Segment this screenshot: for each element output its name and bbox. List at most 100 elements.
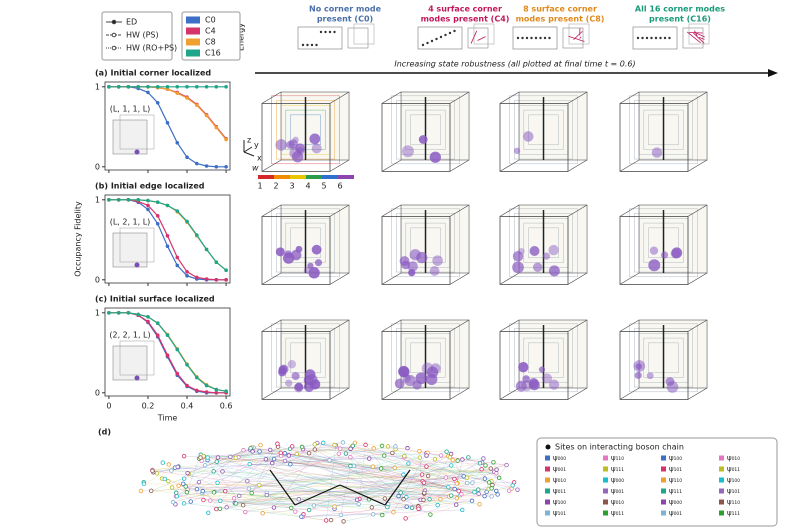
panel-d-legend-entry: ψ₀₀₀ — [669, 498, 682, 506]
cube-face — [381, 331, 451, 400]
network-node — [271, 505, 277, 510]
network-edge — [265, 459, 497, 492]
network-node — [363, 442, 368, 448]
network-node — [370, 464, 376, 469]
network-edge — [220, 446, 279, 501]
energy-dot — [668, 36, 671, 40]
density-sphere — [542, 252, 551, 260]
cube-face — [381, 216, 451, 285]
axis-icon-label: x — [257, 154, 262, 163]
network-node — [506, 488, 512, 493]
axis-icon — [243, 146, 253, 153]
mini-mode — [477, 36, 486, 41]
network-node — [486, 480, 492, 485]
network-edge — [183, 483, 455, 490]
network-edge — [317, 442, 370, 459]
data-point — [175, 263, 180, 268]
cube-face — [499, 103, 569, 172]
cube-edge — [381, 204, 402, 217]
mini-cube — [568, 23, 590, 45]
network-node — [449, 463, 454, 468]
network-edge — [454, 477, 500, 480]
energy-dot — [310, 43, 314, 47]
network-node — [422, 490, 427, 496]
network-node — [452, 476, 457, 482]
legend-marker — [603, 455, 608, 461]
network-node — [390, 450, 395, 456]
cube-edge — [329, 91, 350, 104]
network-node — [336, 451, 342, 456]
network-node — [515, 487, 520, 492]
network-node — [258, 442, 263, 448]
cube-face — [381, 103, 451, 172]
network-node — [247, 461, 252, 467]
panel-d-legend-entry: ψ₀₀₀ — [553, 454, 566, 462]
network-node — [438, 496, 443, 502]
energy-dot — [324, 30, 327, 34]
mini-mode — [694, 30, 698, 37]
network-node — [275, 441, 280, 446]
network-node — [391, 510, 396, 515]
network-node — [417, 448, 422, 454]
network-node — [343, 451, 349, 456]
network-node — [452, 486, 457, 492]
network-edge — [249, 463, 395, 468]
colorbar-segment — [274, 175, 290, 179]
energy-dot — [439, 35, 443, 39]
network-node — [477, 461, 483, 466]
network-node — [504, 462, 509, 468]
network-edge — [428, 465, 452, 477]
inset-site — [134, 262, 140, 268]
network-node — [188, 499, 193, 504]
density-sphere — [275, 139, 287, 151]
data-point — [155, 222, 160, 226]
data-point — [224, 389, 228, 394]
axis-icon-label: y — [254, 141, 259, 150]
density-sphere — [541, 373, 553, 384]
network-edge — [183, 503, 302, 517]
legend-marker — [719, 477, 724, 483]
network-node — [260, 511, 265, 516]
data-point — [155, 200, 160, 204]
data-point — [107, 85, 111, 89]
network-node — [205, 455, 210, 460]
panel-d-legend-entry: ψ₁₀₁ — [553, 509, 566, 517]
network-node — [202, 463, 208, 468]
data-point — [214, 165, 219, 169]
data-point — [224, 85, 228, 89]
data-point — [185, 155, 189, 159]
network-edge — [274, 458, 498, 495]
data-point — [165, 333, 170, 338]
plot-frame — [104, 307, 231, 397]
network-edge — [222, 471, 479, 490]
network-edge — [152, 467, 175, 471]
cube-edge — [687, 272, 708, 285]
x-tick-label: 0 — [106, 402, 111, 411]
network-node — [196, 479, 202, 485]
cube-layer — [271, 208, 340, 278]
network-edge — [248, 458, 484, 489]
y-tick-label: 0 — [95, 162, 100, 171]
density-sphere — [512, 251, 524, 262]
network-node — [233, 501, 239, 506]
network-node — [447, 455, 453, 460]
network-node — [237, 493, 242, 499]
network-node — [263, 457, 269, 462]
network-node — [338, 512, 344, 518]
network-node — [228, 454, 233, 459]
mini-mode — [694, 31, 705, 38]
cube-edge — [261, 91, 282, 104]
data-point — [175, 255, 180, 260]
network-node — [369, 505, 375, 510]
network-node — [211, 469, 216, 474]
panel-d-legend-entry: ψ₀₀₁ — [669, 509, 682, 517]
inset-site — [134, 149, 140, 155]
inset-cube — [119, 227, 155, 263]
network-node — [380, 512, 385, 518]
network-node — [169, 485, 175, 490]
data-point — [165, 353, 170, 358]
network-node — [443, 475, 449, 480]
network-node — [496, 475, 502, 481]
network-edge — [314, 449, 442, 456]
cube-edge — [261, 319, 282, 332]
